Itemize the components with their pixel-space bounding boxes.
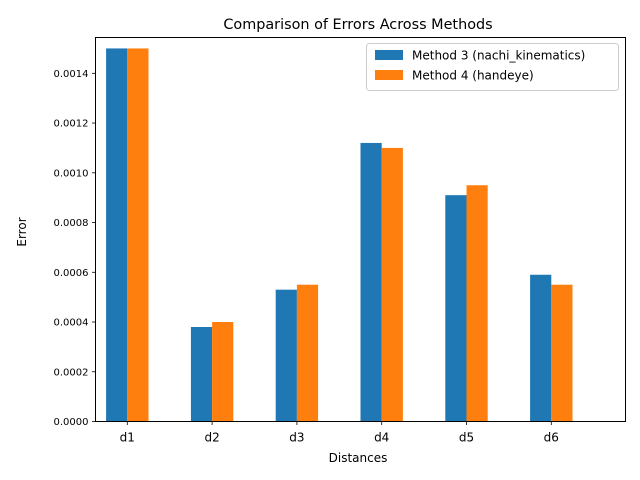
y-tick-label: 0.0012 [54,119,89,130]
bar-method4-d2 [212,322,234,422]
x-tick-label: d2 [204,431,219,445]
bar-method4-d3 [296,284,319,422]
y-tick-label: 0.0002 [54,367,89,378]
y-tick-label: 0.0000 [54,417,89,428]
y-axis-label: Error [15,217,29,246]
y-tick-label: 0.0008 [54,218,89,229]
bar-method3-d2 [190,326,213,422]
x-axis-label: Distances [329,451,388,465]
bar-method3-d5 [445,195,467,422]
y-tick-label: 0.0006 [54,268,89,279]
bar-method3-d1 [106,48,128,422]
axes-frame [95,37,626,422]
chart-title: Comparison of Errors Across Methods [223,17,492,33]
bar-method3-d6 [530,274,552,422]
bar-method4-d4 [381,147,403,422]
y-tick-label: 0.0010 [54,168,89,179]
legend-frame [366,43,619,91]
bar-method3-d4 [360,142,382,422]
legend-label: Method 4 (handeye) [412,69,534,83]
y-tick-label: 0.0014 [54,69,89,80]
bar-method3-d3 [275,289,297,422]
bars-layer [106,48,573,422]
legend-swatch [375,70,403,80]
legend-swatch [375,50,403,60]
x-tick-label: d5 [459,431,474,445]
x-tick-label: d4 [374,431,389,445]
x-tick-label: d6 [544,431,559,445]
legend-label: Method 3 (nachi_kinematics) [412,49,585,63]
x-tick-label: d3 [289,431,304,445]
x-axis: d1 d2 d3 d4 d5 d6 [120,421,559,445]
bar-method4-d6 [551,284,573,422]
y-tick-label: 0.0004 [54,318,89,329]
bar-method4-d5 [466,185,488,422]
bar-method4-d1 [127,48,149,422]
y-axis: 0.0000 0.0002 0.0004 0.0006 0.0008 0.0010 0.00… [54,69,96,428]
x-tick-label: d1 [120,431,135,445]
legend: Method 3 (nachi_kinematics) Method 4 (han… [366,43,619,91]
